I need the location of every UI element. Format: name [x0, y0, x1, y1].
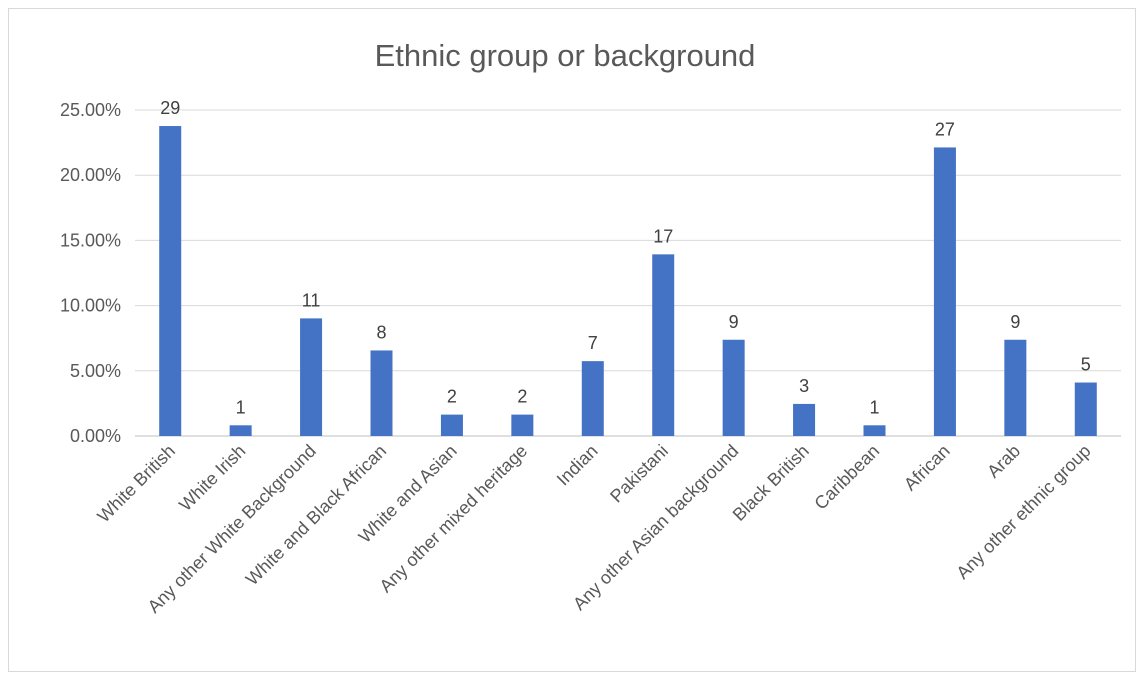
data-label: 5 — [1081, 355, 1091, 375]
data-label: 9 — [729, 312, 739, 332]
x-category-label: Any other ethnic group — [952, 441, 1094, 583]
bar-chart: Ethnic group or background 0.00%5.00%10.… — [60, 38, 1121, 617]
x-category-label: Indian — [553, 441, 602, 490]
y-tick-label: 25.00% — [60, 100, 121, 120]
x-category-label: Pakistani — [606, 441, 672, 507]
y-tick-label: 0.00% — [70, 426, 121, 446]
bar — [863, 425, 886, 436]
x-category-label: White Irish — [175, 441, 249, 515]
bar — [933, 147, 956, 436]
x-category-label: Arab — [983, 441, 1024, 482]
y-tick-label: 15.00% — [60, 230, 121, 250]
data-label: 2 — [517, 387, 527, 407]
y-tick-label: 20.00% — [60, 165, 121, 185]
data-label: 7 — [588, 333, 598, 353]
bar — [793, 403, 816, 436]
data-label: 29 — [160, 98, 180, 118]
data-label: 11 — [302, 290, 321, 310]
bar — [722, 339, 745, 436]
data-label: 17 — [653, 226, 673, 246]
bar — [300, 318, 323, 436]
x-category-label: African — [900, 441, 954, 495]
bar — [581, 361, 604, 436]
x-category-label: Caribbean — [810, 441, 883, 514]
data-label: 1 — [869, 397, 879, 417]
data-label: 9 — [1010, 312, 1020, 332]
data-label: 27 — [935, 119, 955, 139]
bar — [159, 126, 182, 437]
chart-frame: Ethnic group or background 0.00% 5.00% 10.… — [8, 8, 1136, 672]
y-tick-label: 10.00% — [60, 296, 121, 316]
bar — [511, 414, 534, 436]
y-axis-tick-labels: 0.00% 5.00% 10.00% 15.00% 20.00% 25.00% — [60, 100, 121, 446]
bar — [652, 254, 675, 436]
x-category-label: Any other mixed heritage — [376, 441, 532, 597]
data-label: 2 — [447, 387, 457, 407]
bar — [1074, 382, 1097, 436]
bar — [370, 350, 393, 436]
x-category-label: Black British — [729, 441, 813, 525]
gridlines — [135, 109, 1121, 437]
data-label: 1 — [236, 397, 246, 417]
x-category-label: White British — [93, 441, 179, 527]
data-label: 3 — [799, 376, 809, 396]
x-category-label: White and Black African — [242, 441, 391, 590]
data-label: 8 — [376, 322, 386, 342]
bar — [1004, 339, 1027, 436]
y-tick-label: 5.00% — [70, 361, 121, 381]
bar — [440, 414, 463, 436]
chart-title: Ethnic group or background — [375, 38, 756, 73]
bar — [229, 425, 252, 436]
bars — [159, 126, 1097, 437]
